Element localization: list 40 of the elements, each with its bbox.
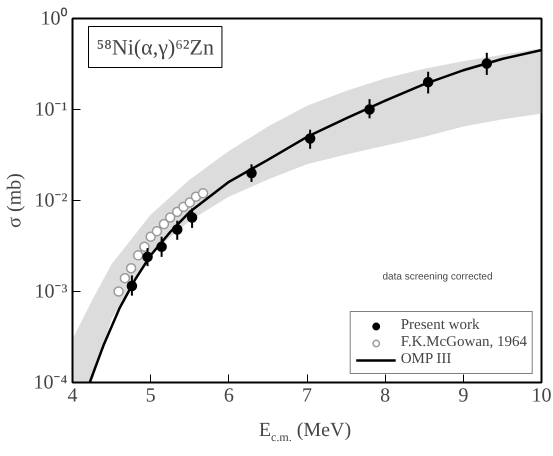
- y-tick-label: 10⁰: [40, 6, 68, 30]
- point: [422, 76, 434, 88]
- point: [120, 272, 130, 284]
- point: [164, 212, 176, 223]
- x-tick-label: 4: [68, 384, 78, 406]
- x-tick-label: 10: [532, 384, 552, 406]
- point: [172, 224, 182, 235]
- x-tick-label: 6: [224, 384, 234, 406]
- point: [198, 188, 208, 199]
- annotation: data screening corrected: [382, 272, 493, 282]
- point: [142, 252, 153, 262]
- y-tick-label: 10⁻⁴: [34, 372, 68, 394]
- y-tick-label: 10⁻²: [34, 190, 68, 212]
- legend-label: F.K.McGowan, 1964: [400, 334, 527, 351]
- point: [126, 263, 136, 274]
- y-axis-title: σ (mb): [4, 173, 26, 228]
- point: [139, 242, 150, 252]
- x-tick-label: 9: [458, 384, 468, 406]
- point: [156, 242, 167, 252]
- x-axis-title: E$_{c.m.}$ (MeV): [258, 418, 352, 446]
- point: [113, 286, 124, 297]
- annotation: ⁵⁸Ni(α,γ)⁶²Zn: [96, 34, 214, 60]
- point: [158, 218, 170, 230]
- x-tick-label: 8: [380, 384, 390, 406]
- point: [304, 133, 316, 144]
- x-tick-label: 7: [302, 384, 312, 406]
- point: [145, 231, 156, 242]
- x-tick-label: 5: [146, 384, 156, 406]
- point: [132, 250, 144, 261]
- point: [184, 197, 195, 208]
- legend-label: Present work: [400, 317, 480, 334]
- point: [364, 104, 375, 115]
- point: [246, 168, 257, 178]
- legend-label: OMP III: [400, 351, 452, 368]
- y-tick-label: 10⁻³: [34, 280, 68, 302]
- point: [186, 212, 198, 223]
- point: [152, 226, 162, 236]
- y-tick-label: 10⁻¹: [34, 98, 68, 120]
- point: [482, 58, 492, 69]
- point: [126, 280, 138, 292]
